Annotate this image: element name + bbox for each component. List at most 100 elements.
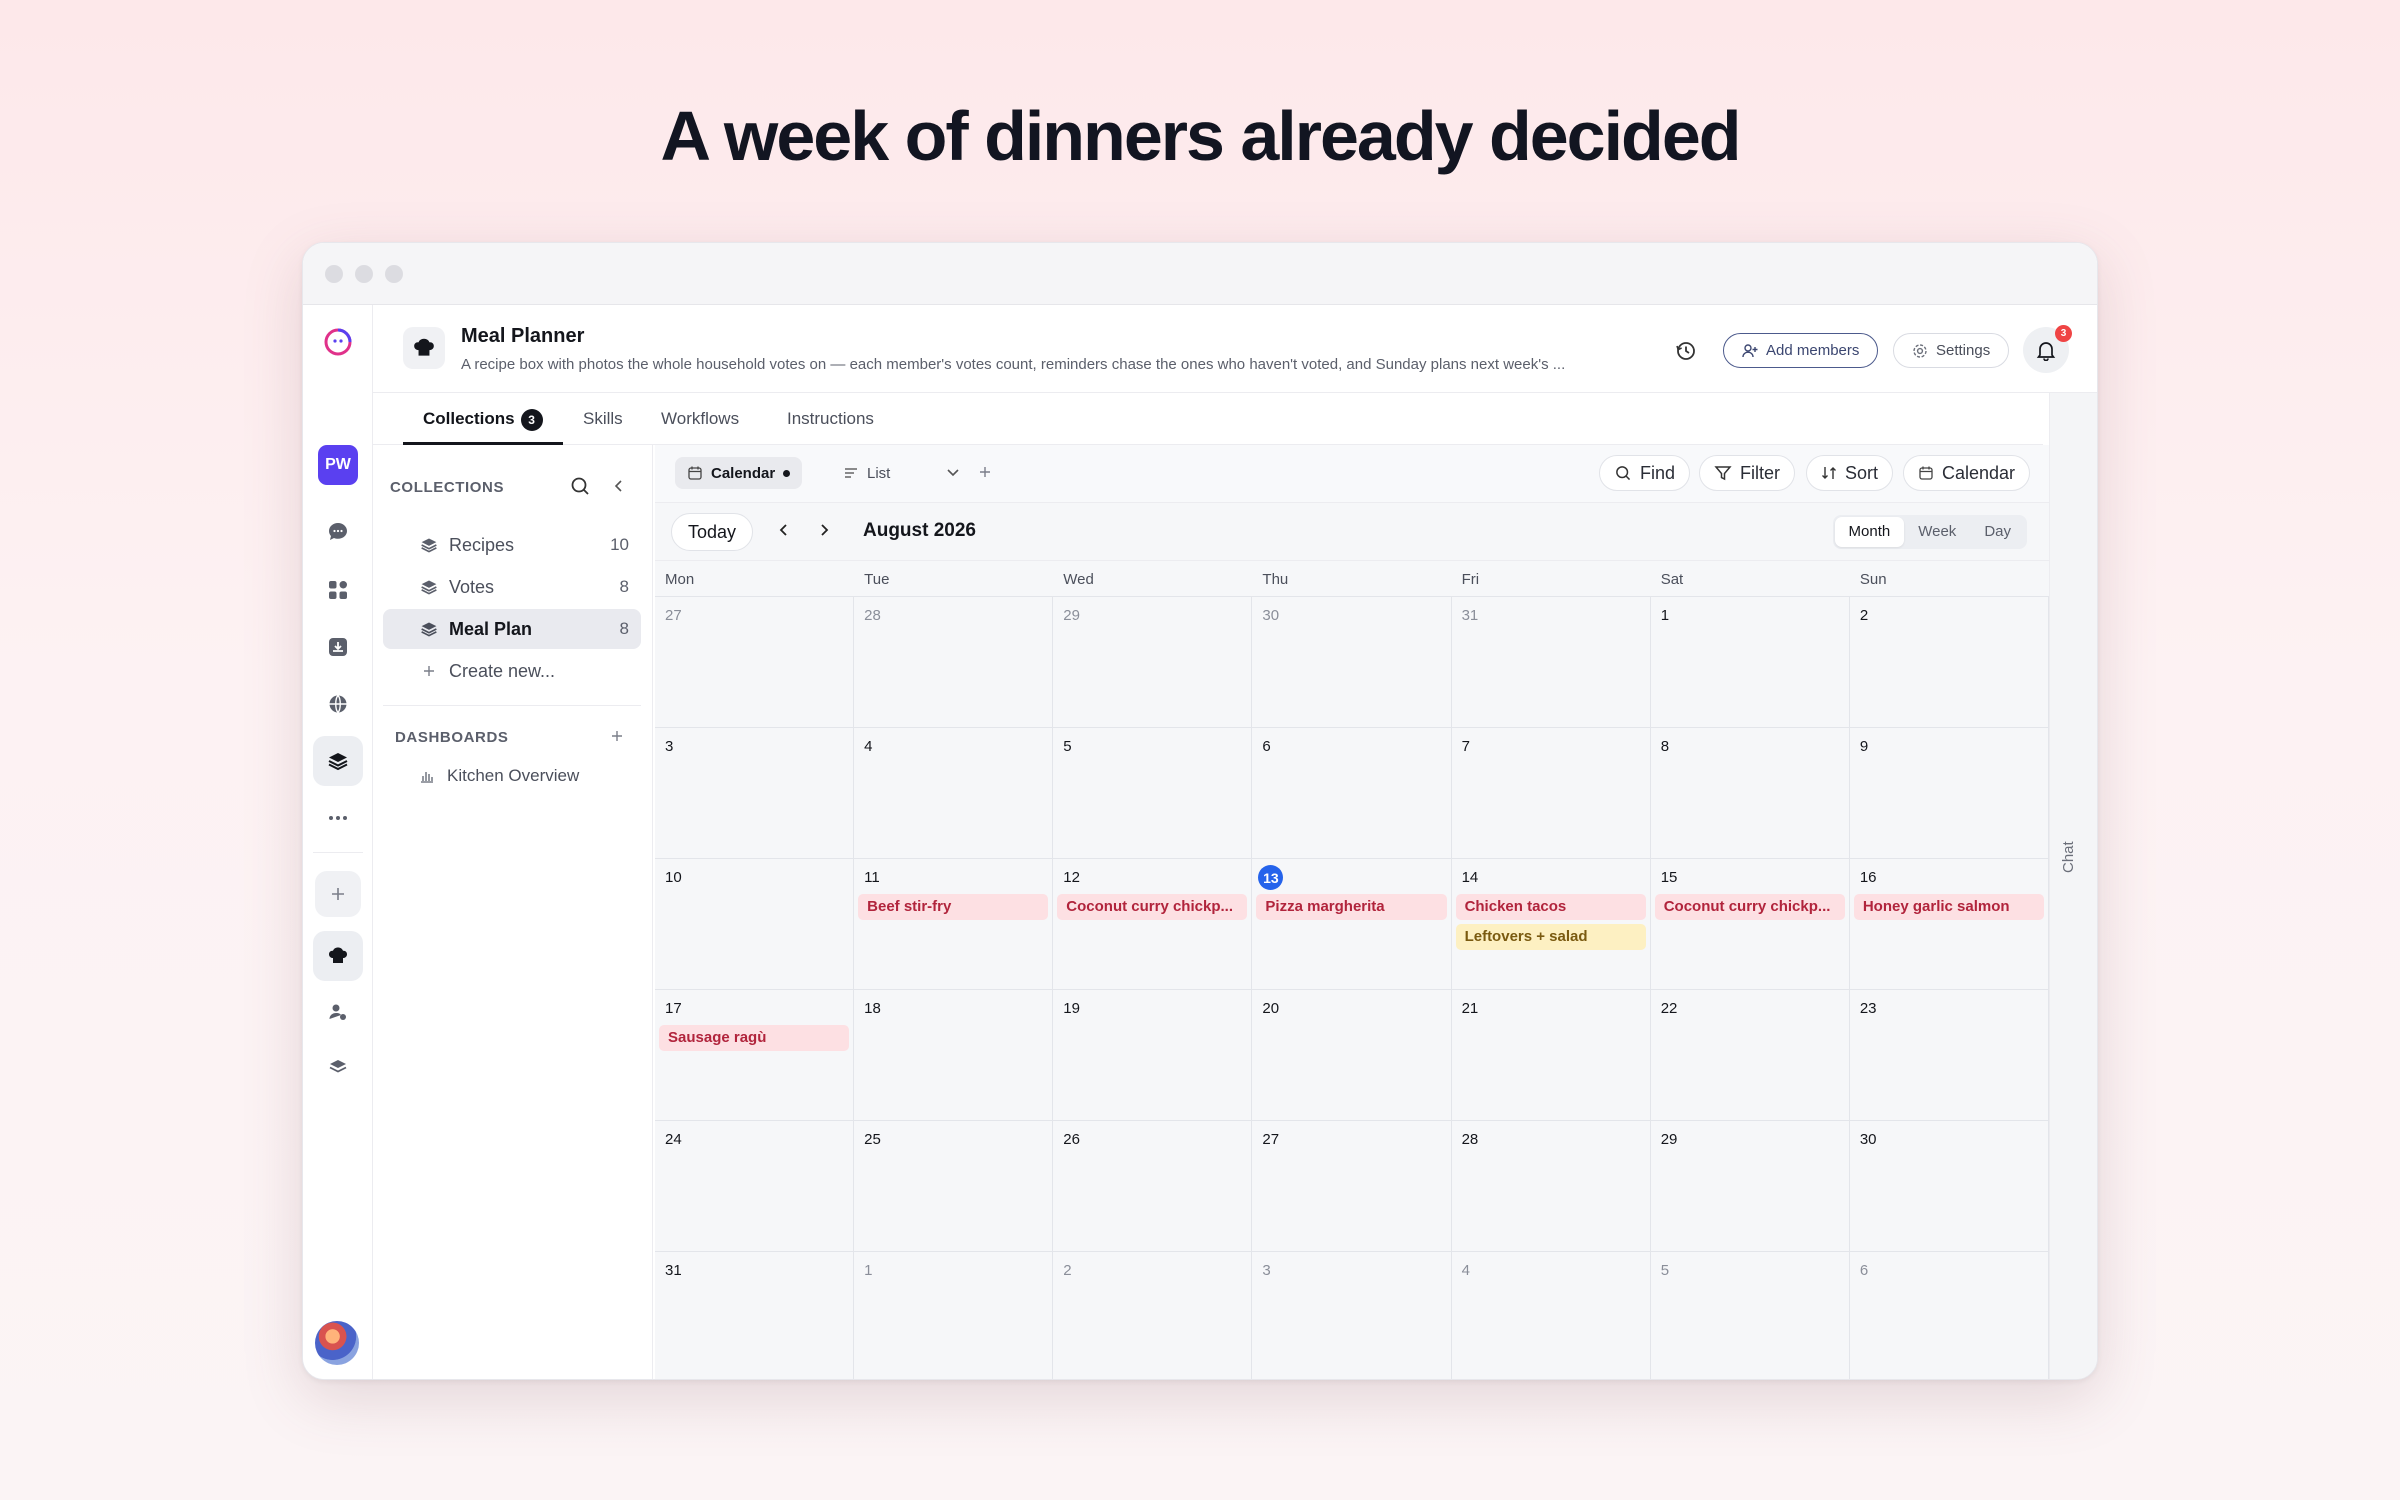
meal-event[interactable]: Beef stir-fry xyxy=(858,894,1049,920)
meal-event[interactable]: Coconut curry chickp... xyxy=(1654,894,1845,920)
add-view-plus-icon[interactable] xyxy=(977,464,993,485)
day-cell[interactable]: 26 xyxy=(1053,1121,1253,1252)
day-cell[interactable]: 25 xyxy=(854,1121,1054,1252)
day-cell[interactable]: 24 xyxy=(655,1121,855,1252)
history-clock-icon[interactable] xyxy=(1673,338,1699,364)
day-cell[interactable]: 14 Chicken tacos Leftovers + salad xyxy=(1451,859,1651,990)
day-cell[interactable]: 29 xyxy=(1650,1121,1850,1252)
meal-event[interactable]: Honey garlic salmon xyxy=(1853,894,2044,920)
find-button[interactable]: Find xyxy=(1599,455,1691,491)
day-cell[interactable]: 5 xyxy=(1651,1252,1850,1379)
user-avatar[interactable] xyxy=(315,1321,359,1365)
day-cell[interactable]: 20 xyxy=(1252,990,1452,1121)
stack-layers-icon[interactable] xyxy=(313,1042,363,1092)
day-cell[interactable]: 3 xyxy=(1252,1252,1452,1379)
day-cell[interactable]: 18 xyxy=(854,990,1054,1121)
search-icon[interactable] xyxy=(569,475,591,502)
day-cell[interactable]: 13 Pizza margherita xyxy=(1252,859,1452,990)
day-cell[interactable]: 7 xyxy=(1451,728,1651,859)
day-cell[interactable]: 2 xyxy=(1849,597,2049,728)
day-cell[interactable]: 19 xyxy=(1053,990,1253,1121)
window-close-dot[interactable] xyxy=(325,265,343,283)
day-cell[interactable]: 27 xyxy=(655,597,855,728)
add-dashboard-icon[interactable] xyxy=(609,728,625,749)
meal-event[interactable]: Leftovers + salad xyxy=(1455,924,1646,950)
day-cell[interactable]: 4 xyxy=(1452,1252,1651,1379)
sort-button[interactable]: Sort xyxy=(1806,455,1894,491)
day-cell[interactable]: 29 xyxy=(1053,597,1253,728)
day-cell[interactable]: 10 xyxy=(655,859,855,990)
day-cell[interactable]: 2 xyxy=(1053,1252,1253,1379)
date-number: 20 xyxy=(1262,1000,1280,1017)
view-calendar-tab[interactable]: Calendar xyxy=(675,457,803,489)
day-cell[interactable]: 1 xyxy=(854,1252,1054,1379)
window-zoom-dot[interactable] xyxy=(385,265,403,283)
mode-week[interactable]: Week xyxy=(1918,523,1957,540)
day-cell[interactable]: 6 xyxy=(1850,1252,2049,1379)
apps-grid-icon[interactable] xyxy=(313,565,363,615)
day-cell[interactable]: 22 xyxy=(1650,990,1850,1121)
tab-workflows[interactable]: Workflows xyxy=(661,409,740,428)
meal-event[interactable]: Coconut curry chickp... xyxy=(1057,894,1248,920)
window-minimize-dot[interactable] xyxy=(355,265,373,283)
more-dots-icon[interactable] xyxy=(313,793,363,843)
day-cell[interactable]: 28 xyxy=(1451,1121,1651,1252)
next-month-chevron-icon[interactable] xyxy=(813,519,835,546)
notifications-button[interactable]: 3 xyxy=(2023,325,2072,373)
collections-layers-icon[interactable] xyxy=(313,736,363,786)
workspace-badge[interactable]: PW xyxy=(318,445,358,485)
mode-day[interactable]: Day xyxy=(1984,523,2011,540)
chat-panel-toggle[interactable]: Chat xyxy=(2049,393,2097,1379)
meal-event[interactable]: Pizza margherita xyxy=(1256,894,1447,920)
day-cell[interactable]: 31 xyxy=(655,1252,855,1379)
chef-hat-icon[interactable] xyxy=(313,931,363,981)
date-number: 12 xyxy=(1063,869,1080,886)
tab-instructions[interactable]: Instructions xyxy=(787,409,874,428)
dashboard-item-kitchen-overview[interactable]: Kitchen Overview xyxy=(383,756,641,796)
day-cell[interactable]: 17 Sausage ragù xyxy=(655,990,855,1121)
day-cell[interactable]: 9 xyxy=(1849,728,2049,859)
day-cell[interactable]: 31 xyxy=(1451,597,1651,728)
day-cell[interactable]: 30 xyxy=(1849,1121,2049,1252)
create-new-button[interactable]: Create new... xyxy=(383,651,641,691)
filter-button[interactable]: Filter xyxy=(1699,455,1795,491)
day-cell[interactable]: 6 xyxy=(1252,728,1452,859)
prev-month-chevron-icon[interactable] xyxy=(773,519,795,546)
day-cell[interactable]: 8 xyxy=(1650,728,1850,859)
sidebar-item-recipes[interactable]: Recipes 10 xyxy=(383,525,641,565)
inbox-icon[interactable] xyxy=(313,622,363,672)
tab-skills[interactable]: Skills xyxy=(583,409,623,428)
day-cell[interactable]: 23 xyxy=(1849,990,2049,1121)
day-cell[interactable]: 3 xyxy=(655,728,855,859)
day-cell[interactable]: 5 xyxy=(1053,728,1253,859)
day-cell[interactable]: 16 Honey garlic salmon xyxy=(1849,859,2049,990)
today-button[interactable]: Today xyxy=(671,513,754,551)
add-members-button[interactable]: Add members xyxy=(1723,333,1879,368)
calendar-settings-button[interactable]: Calendar xyxy=(1903,455,2031,491)
view-list-tab[interactable]: List xyxy=(843,457,890,489)
person-settings-icon[interactable] xyxy=(313,987,363,1037)
day-cell[interactable]: 30 xyxy=(1252,597,1452,728)
sidebar-item-meal-plan[interactable]: Meal Plan 8 xyxy=(383,609,641,649)
tab-collections[interactable]: Collections 3 xyxy=(403,393,563,445)
chevron-down-icon[interactable] xyxy=(945,464,961,485)
app-logo-icon[interactable] xyxy=(313,317,363,367)
settings-label: Settings xyxy=(1936,342,1991,359)
day-cell[interactable]: 11 Beef stir-fry xyxy=(854,859,1054,990)
day-cell[interactable]: 4 xyxy=(854,728,1054,859)
settings-button[interactable]: Settings xyxy=(1893,333,2010,368)
day-cell[interactable]: 27 xyxy=(1252,1121,1452,1252)
day-cell[interactable]: 21 xyxy=(1451,990,1651,1121)
mode-month[interactable]: Month xyxy=(1834,517,1905,547)
add-plus-icon[interactable] xyxy=(315,871,361,917)
collapse-chevron-icon[interactable] xyxy=(609,476,629,501)
day-cell[interactable]: 15 Coconut curry chickp... xyxy=(1650,859,1850,990)
day-cell[interactable]: 12 Coconut curry chickp... xyxy=(1053,859,1253,990)
day-cell[interactable]: 1 xyxy=(1650,597,1850,728)
globe-icon[interactable] xyxy=(313,679,363,729)
meal-event[interactable]: Chicken tacos xyxy=(1455,894,1646,920)
meal-event[interactable]: Sausage ragù xyxy=(659,1025,850,1051)
day-cell[interactable]: 28 xyxy=(854,597,1054,728)
chat-bubble-icon[interactable] xyxy=(313,507,363,557)
sidebar-item-votes[interactable]: Votes 8 xyxy=(383,567,641,607)
